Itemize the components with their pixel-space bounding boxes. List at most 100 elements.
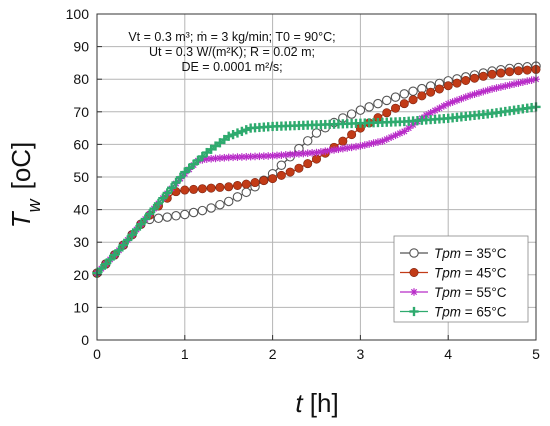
y-tick-label: 50 xyxy=(73,169,89,185)
data-point xyxy=(162,188,172,198)
x-tick-label: 3 xyxy=(357,346,365,362)
legend-item: Tpm = 65°C xyxy=(400,305,507,320)
legend-label: Tpm = 35°C xyxy=(434,246,507,261)
data-point xyxy=(101,259,111,269)
parameter-annotation: Vt = 0.3 m³; ṁ = 3 kg/min; T0 = 90°C; Ut… xyxy=(128,30,335,74)
data-point xyxy=(408,95,418,105)
data-point xyxy=(206,183,216,193)
x-axis-label: t [h] xyxy=(295,388,338,418)
data-point xyxy=(478,71,488,81)
data-point xyxy=(215,199,225,210)
legend-marker xyxy=(409,248,419,258)
x-tick-label: 4 xyxy=(444,346,452,362)
data-point xyxy=(171,211,181,221)
data-point xyxy=(118,240,128,250)
data-point xyxy=(408,86,418,97)
data-point xyxy=(346,109,357,119)
y-axis-label: Tw [oC] xyxy=(6,142,44,229)
data-point xyxy=(452,78,462,88)
annotation-line-3: DE = 0.0001 m²/s; xyxy=(181,60,282,74)
data-point xyxy=(197,184,207,194)
data-point xyxy=(232,128,243,138)
annotation-line-2: Ut = 0.3 W/(m²K); R = 0.02 m; xyxy=(149,45,315,59)
data-point xyxy=(189,184,199,194)
data-point xyxy=(223,196,234,207)
data-point xyxy=(470,73,480,83)
data-point xyxy=(215,182,225,192)
data-point xyxy=(241,125,251,135)
y-tick-label: 10 xyxy=(73,299,89,315)
data-point xyxy=(276,170,286,180)
data-point xyxy=(224,131,234,141)
data-point xyxy=(171,177,181,188)
legend-item: Tpm = 55°C xyxy=(400,285,507,300)
y-tick-label: 100 xyxy=(66,6,90,22)
data-point xyxy=(109,250,120,260)
data-point xyxy=(302,136,313,146)
y-tick-label: 30 xyxy=(73,234,89,250)
data-point xyxy=(149,204,159,214)
data-point xyxy=(241,187,252,198)
data-point xyxy=(434,84,444,94)
data-point xyxy=(105,254,115,265)
data-point xyxy=(197,205,208,216)
data-point xyxy=(488,85,496,93)
data-point xyxy=(114,245,124,255)
data-point xyxy=(519,78,527,86)
legend: Tpm = 35°C Tpm = 45°C Tpm = 55°C Tpm = 65°C xyxy=(393,235,529,323)
data-point xyxy=(259,176,269,186)
data-point xyxy=(496,68,506,78)
data-point xyxy=(251,152,259,161)
data-point xyxy=(365,140,373,148)
data-point xyxy=(523,77,532,85)
data-point xyxy=(206,203,216,213)
data-point xyxy=(175,172,186,182)
data-point xyxy=(276,160,287,171)
data-point xyxy=(145,209,155,219)
y-axis-label-sub: w xyxy=(24,198,44,212)
data-point xyxy=(391,103,401,113)
data-point xyxy=(497,83,505,91)
data-point xyxy=(522,65,532,75)
y-tick-label: 20 xyxy=(73,267,89,283)
data-point xyxy=(303,159,313,169)
data-point xyxy=(268,174,278,184)
data-point xyxy=(228,130,238,140)
data-point xyxy=(505,81,514,89)
data-point xyxy=(382,108,392,118)
data-point xyxy=(140,214,150,224)
data-point xyxy=(461,76,471,86)
data-point xyxy=(514,79,523,87)
grid xyxy=(97,14,536,340)
x-axis-label-var: t xyxy=(295,388,304,418)
data-point xyxy=(390,92,401,102)
data-point xyxy=(241,179,251,189)
data-point xyxy=(487,69,497,79)
data-point xyxy=(180,185,190,195)
data-point xyxy=(399,99,409,109)
data-point xyxy=(400,127,409,136)
data-point xyxy=(338,136,348,146)
data-point xyxy=(188,207,199,218)
y-axis-label-var: T xyxy=(6,210,36,228)
data-point xyxy=(492,84,501,92)
data-point xyxy=(381,95,392,106)
legend-marker xyxy=(410,288,418,296)
data-point xyxy=(510,80,518,88)
y-tick-label: 80 xyxy=(73,71,89,87)
y-axis-label-unit: [oC] xyxy=(6,142,36,190)
legend-item: Tpm = 45°C xyxy=(400,266,507,281)
x-tick-label: 2 xyxy=(269,346,277,362)
data-point xyxy=(339,144,347,153)
data-point xyxy=(232,192,243,202)
data-point xyxy=(237,126,247,136)
data-point xyxy=(127,230,137,240)
data-point xyxy=(501,82,510,90)
series-layer xyxy=(92,61,541,278)
data-point xyxy=(294,163,304,173)
legend-label: Tpm = 45°C xyxy=(434,266,507,281)
data-point xyxy=(373,98,383,109)
